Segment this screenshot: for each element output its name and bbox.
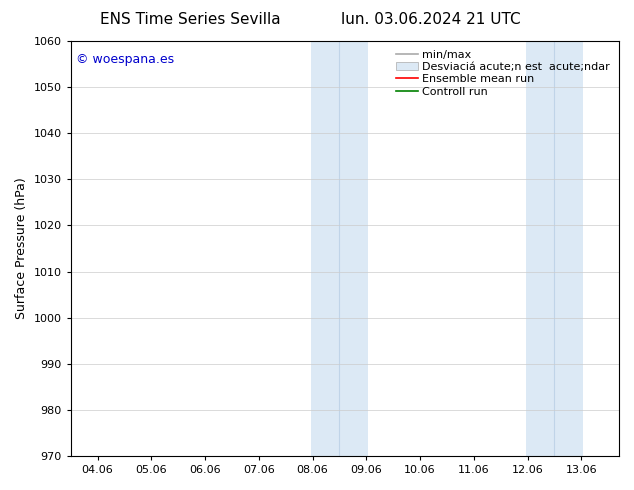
Legend: min/max, Desviaciá acute;n est  acute;ndar, Ensemble mean run, Controll run: min/max, Desviaciá acute;n est acute;nda… — [392, 47, 614, 100]
Bar — [311, 41, 368, 456]
Bar — [526, 41, 583, 456]
Text: lun. 03.06.2024 21 UTC: lun. 03.06.2024 21 UTC — [341, 12, 521, 27]
Text: © woespana.es: © woespana.es — [76, 53, 174, 67]
Text: ENS Time Series Sevilla: ENS Time Series Sevilla — [100, 12, 280, 27]
Y-axis label: Surface Pressure (hPa): Surface Pressure (hPa) — [15, 178, 28, 319]
